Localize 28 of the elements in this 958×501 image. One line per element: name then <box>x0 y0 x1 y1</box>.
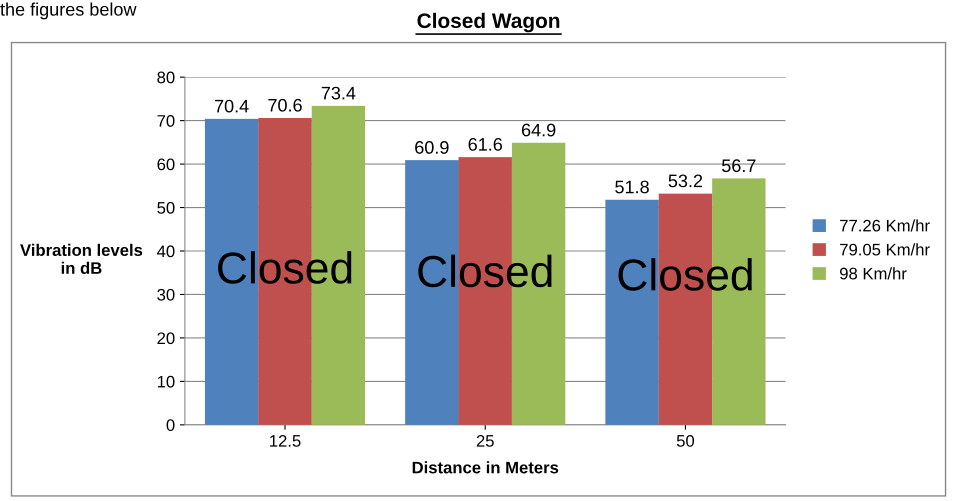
y-tick-label: 70 <box>157 115 175 127</box>
y-tick-label: 50 <box>157 202 175 214</box>
x-axis-title: Distance in Meters <box>412 461 558 474</box>
y-tick-label: 60 <box>157 158 175 170</box>
data-label: 73.4 <box>322 86 356 100</box>
legend-label: 79.05 Km/hr <box>840 243 930 256</box>
legend-label: 98 Km/hr <box>840 267 907 280</box>
y-tick-label: 10 <box>158 376 175 388</box>
y-tick-label: 30 <box>157 288 175 301</box>
legend-label: 77.26 Km/hr <box>840 219 930 232</box>
data-label: 51.8 <box>615 180 649 194</box>
data-label: 60.9 <box>415 141 449 154</box>
y-tick-label: 20 <box>157 332 175 344</box>
y-tick-label: 0 <box>166 419 175 432</box>
y-axis-title: Vibration levels in dB <box>20 244 142 274</box>
data-label: 64.9 <box>522 124 556 136</box>
text: the figures below <box>0 2 137 20</box>
data-label: 56.7 <box>722 159 756 172</box>
x-tick-label: 12.5 <box>270 435 301 447</box>
x-tick-label: 25 <box>476 435 494 447</box>
y-tick-label: 80 <box>157 72 175 84</box>
data-label: 70.6 <box>268 98 302 112</box>
data-label: 53.2 <box>668 174 702 188</box>
chart-title: Closed Wagon <box>417 12 560 32</box>
data-label: 70.4 <box>214 100 249 113</box>
data-label: 61.6 <box>468 138 502 151</box>
x-tick-label: 50 <box>676 435 694 447</box>
y-tick-label: 40 <box>157 245 175 258</box>
